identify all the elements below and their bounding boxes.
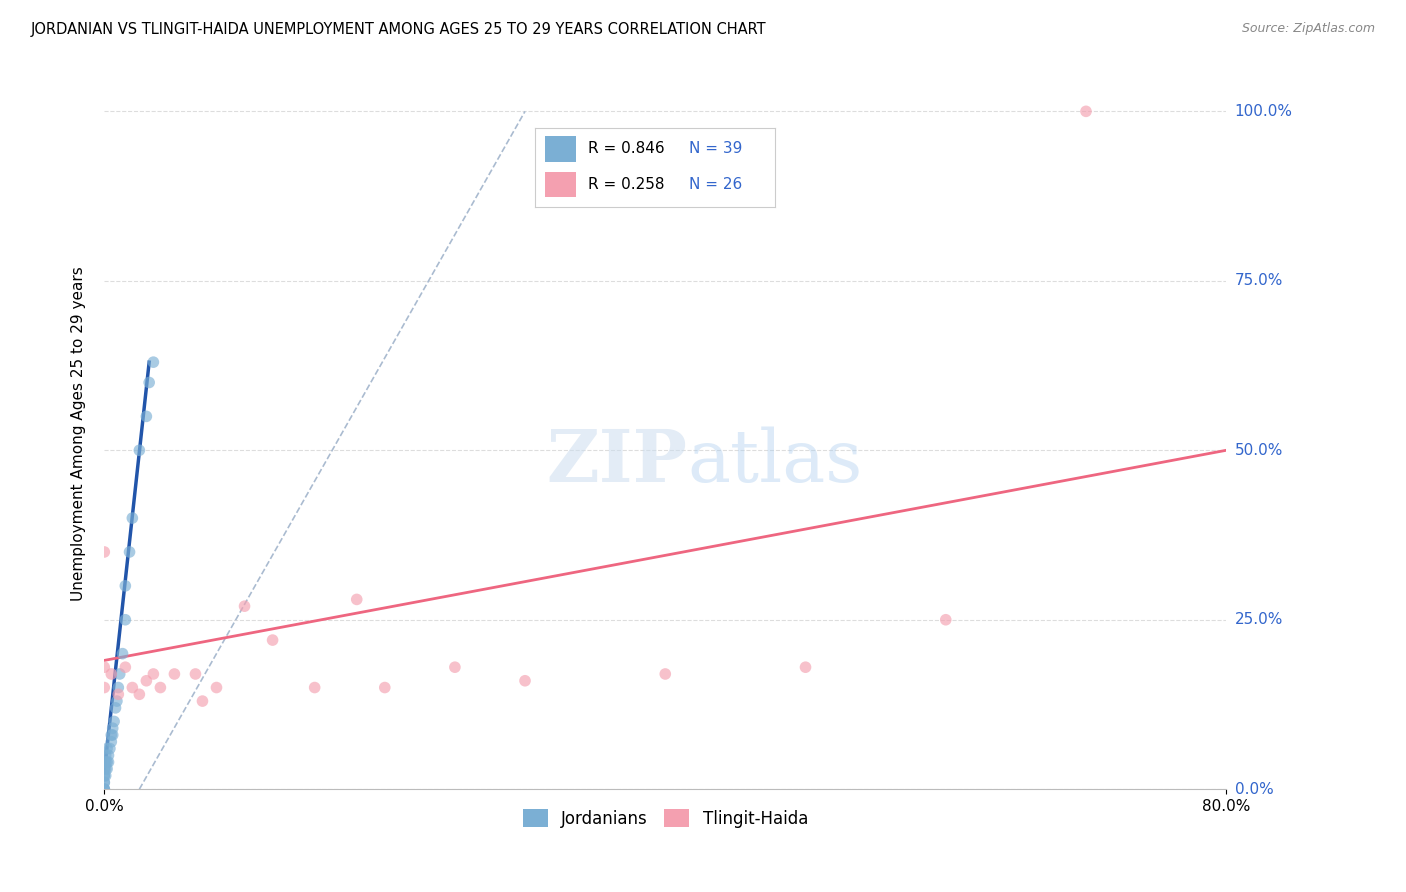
Point: [111, 647, 134, 661]
Point: [149, 681, 172, 695]
Point: [93, 762, 115, 776]
Point: [374, 681, 396, 695]
Text: N = 26: N = 26: [689, 177, 742, 192]
Point: [138, 376, 160, 390]
Point: [101, 728, 124, 742]
Text: Source: ZipAtlas.com: Source: ZipAtlas.com: [1241, 22, 1375, 36]
Point: [184, 667, 207, 681]
Point: [93, 775, 115, 789]
Point: [93, 681, 115, 695]
Text: 50.0%: 50.0%: [1234, 442, 1282, 458]
Point: [191, 694, 214, 708]
Point: [142, 355, 165, 369]
Point: [654, 667, 676, 681]
Point: [93, 762, 115, 776]
Y-axis label: Unemployment Among Ages 25 to 29 years: Unemployment Among Ages 25 to 29 years: [72, 266, 86, 600]
Point: [108, 667, 131, 681]
Text: JORDANIAN VS TLINGIT-HAIDA UNEMPLOYMENT AMONG AGES 25 TO 29 YEARS CORRELATION CH: JORDANIAN VS TLINGIT-HAIDA UNEMPLOYMENT …: [31, 22, 766, 37]
Text: R = 0.258: R = 0.258: [588, 177, 665, 192]
Point: [304, 681, 326, 695]
Point: [97, 748, 120, 763]
Point: [103, 714, 125, 729]
Text: R = 0.846: R = 0.846: [588, 142, 665, 156]
Point: [107, 681, 129, 695]
Point: [93, 769, 115, 783]
Point: [163, 667, 186, 681]
Point: [93, 782, 115, 797]
Text: 25.0%: 25.0%: [1234, 612, 1282, 627]
Legend: Jordanians, Tlingit-Haida: Jordanians, Tlingit-Haida: [516, 803, 814, 834]
Point: [100, 728, 122, 742]
Point: [96, 762, 118, 776]
FancyBboxPatch shape: [546, 136, 576, 161]
Point: [935, 613, 957, 627]
Point: [94, 762, 117, 776]
Point: [100, 735, 122, 749]
Point: [128, 443, 150, 458]
Text: 100.0%: 100.0%: [1234, 103, 1292, 119]
Point: [135, 673, 157, 688]
Point: [93, 782, 115, 797]
Point: [93, 545, 115, 559]
Point: [96, 741, 118, 756]
Point: [93, 660, 115, 674]
Point: [105, 694, 128, 708]
Point: [100, 667, 122, 681]
Point: [135, 409, 157, 424]
Point: [93, 755, 115, 769]
Point: [93, 769, 115, 783]
Point: [121, 681, 143, 695]
Point: [101, 721, 124, 735]
Point: [94, 769, 117, 783]
Point: [97, 755, 120, 769]
Text: atlas: atlas: [688, 426, 863, 497]
Text: N = 39: N = 39: [689, 142, 742, 156]
Point: [233, 599, 256, 614]
Point: [96, 755, 118, 769]
Point: [444, 660, 467, 674]
Point: [104, 701, 127, 715]
Point: [513, 673, 536, 688]
Point: [114, 579, 136, 593]
Point: [205, 681, 228, 695]
Point: [94, 755, 117, 769]
Point: [107, 687, 129, 701]
Point: [98, 741, 121, 756]
Point: [262, 633, 284, 648]
Point: [128, 687, 150, 701]
Point: [94, 748, 117, 763]
Text: ZIP: ZIP: [547, 426, 688, 498]
Point: [1074, 104, 1097, 119]
Point: [794, 660, 817, 674]
Point: [93, 782, 115, 797]
Text: 75.0%: 75.0%: [1234, 273, 1282, 288]
Point: [93, 755, 115, 769]
FancyBboxPatch shape: [546, 172, 576, 197]
Point: [118, 545, 141, 559]
Point: [121, 511, 143, 525]
Point: [346, 592, 368, 607]
Point: [93, 775, 115, 789]
Point: [142, 667, 165, 681]
Point: [114, 660, 136, 674]
Point: [114, 613, 136, 627]
Text: 0.0%: 0.0%: [1234, 781, 1274, 797]
